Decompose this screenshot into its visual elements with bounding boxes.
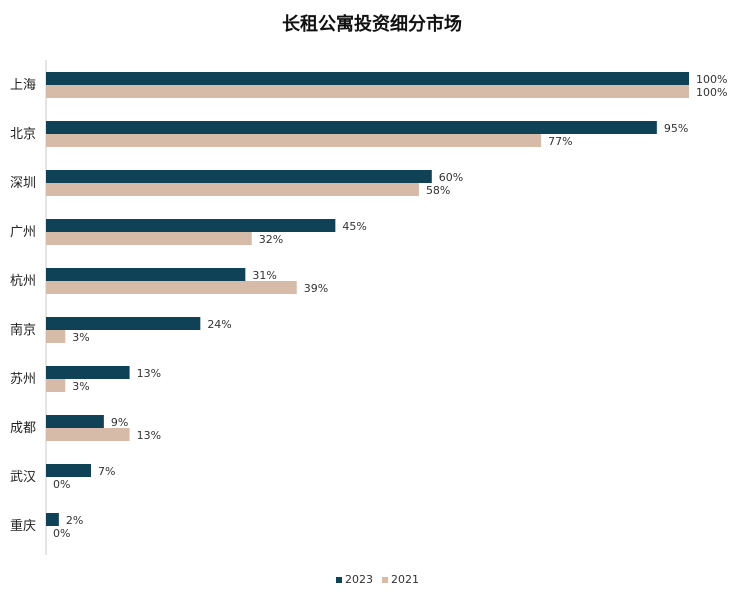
bar-2021 xyxy=(46,281,297,294)
bar-2021 xyxy=(46,232,252,245)
bar-2023 xyxy=(46,317,201,330)
bar-2023 xyxy=(46,219,336,232)
data-label-2021: 100% xyxy=(696,86,727,99)
bar-2023 xyxy=(46,121,657,134)
legend-label-2021: 2021 xyxy=(391,573,419,586)
category-label: 上海 xyxy=(10,78,36,93)
data-label-2021: 58% xyxy=(426,184,450,197)
data-label-2023: 9% xyxy=(111,416,128,429)
data-label-2023: 100% xyxy=(696,73,727,86)
bar-2021 xyxy=(46,330,66,343)
data-label-2021: 13% xyxy=(137,429,161,442)
category-label: 苏州 xyxy=(10,371,36,387)
data-label-2021: 32% xyxy=(259,233,283,246)
category-label: 重庆 xyxy=(10,518,36,534)
data-label-2021: 39% xyxy=(304,282,328,295)
category-label: 武汉 xyxy=(10,470,36,485)
category-label: 成都 xyxy=(10,421,36,436)
data-label-2023: 31% xyxy=(252,269,276,282)
data-label-2023: 60% xyxy=(439,171,463,184)
data-label-2021: 0% xyxy=(53,527,70,540)
data-label-2023: 24% xyxy=(207,318,231,331)
bar-2021 xyxy=(46,85,689,98)
legend-swatch-2021 xyxy=(382,577,388,583)
bar-2023 xyxy=(46,366,130,379)
bar-2021 xyxy=(46,134,542,147)
data-label-2021: 3% xyxy=(72,380,89,393)
category-label: 北京 xyxy=(10,127,36,142)
data-label-2023: 45% xyxy=(342,220,366,233)
category-label: 南京 xyxy=(10,322,36,338)
bar-2023 xyxy=(46,72,689,85)
bar-2021 xyxy=(46,183,419,196)
bar-2023 xyxy=(46,513,59,526)
data-label-2023: 7% xyxy=(98,465,115,478)
bar-2023 xyxy=(46,268,246,281)
chart-title: 长租公寓投资细分市场 xyxy=(282,14,462,35)
legend-label-2023: 2023 xyxy=(345,573,373,586)
data-label-2021: 0% xyxy=(53,478,70,491)
bar-2021 xyxy=(46,379,66,392)
category-label: 杭州 xyxy=(10,274,36,289)
data-label-2021: 3% xyxy=(72,331,89,344)
category-label: 广州 xyxy=(10,225,36,240)
data-label-2023: 2% xyxy=(66,514,83,527)
bar-2023 xyxy=(46,170,432,183)
data-label-2023: 13% xyxy=(137,367,161,380)
legend-swatch-2023 xyxy=(336,577,342,583)
bar-2023 xyxy=(46,415,104,428)
category-label: 深圳 xyxy=(10,176,36,191)
bar-2021 xyxy=(46,428,130,441)
data-label-2021: 77% xyxy=(548,135,572,148)
bar-2023 xyxy=(46,464,92,477)
data-label-2023: 95% xyxy=(664,122,688,135)
